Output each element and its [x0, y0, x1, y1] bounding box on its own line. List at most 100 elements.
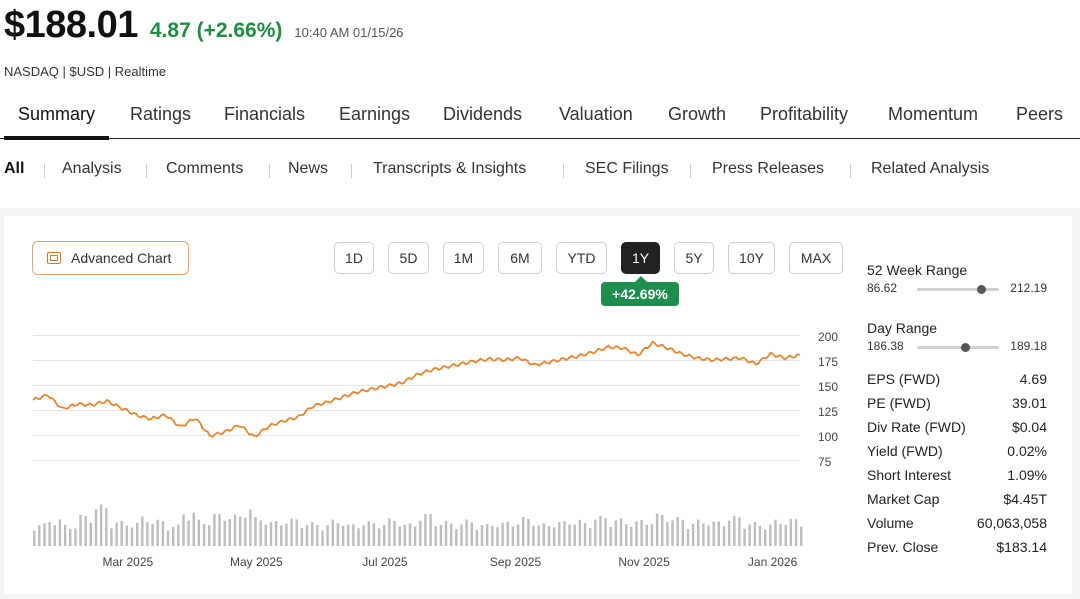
- volume-bar: [501, 522, 504, 546]
- volume-bar: [697, 519, 700, 546]
- stat-label: Volume: [867, 515, 914, 531]
- tab-ratings[interactable]: Ratings: [130, 104, 192, 124]
- volume-bar: [326, 525, 329, 546]
- volume-bar: [177, 524, 180, 546]
- divider: [850, 164, 851, 178]
- week52-range-track: [917, 285, 999, 294]
- volume-bar: [172, 526, 175, 546]
- filter-all[interactable]: All: [4, 160, 25, 177]
- volume-bar: [53, 525, 56, 546]
- range-1d-button[interactable]: 1D: [334, 242, 374, 274]
- volume-bar: [208, 525, 211, 546]
- tab-growth[interactable]: Growth: [668, 104, 727, 124]
- volume-bar: [681, 519, 684, 546]
- volume-bar: [522, 517, 525, 546]
- volume-bar: [383, 524, 386, 546]
- tab-momentum[interactable]: Momentum: [888, 104, 979, 124]
- filter-related-analysis[interactable]: Related Analysis: [871, 160, 990, 177]
- range-10y-button[interactable]: 10Y: [728, 242, 775, 274]
- stat-value: $4.45T: [1003, 491, 1047, 507]
- stat-row-short-interest: Short Interest 1.09%: [867, 467, 1049, 487]
- price-change: 4.87 (+2.66%): [149, 19, 283, 42]
- exchange-info: NASDAQ | $USD | Realtime: [4, 64, 167, 79]
- range-6m-button[interactable]: 6M: [498, 242, 542, 274]
- volume-bar: [496, 527, 499, 546]
- volume-bar: [74, 528, 77, 546]
- tab-dividends[interactable]: Dividends: [443, 104, 523, 124]
- volume-bar: [280, 525, 283, 546]
- tab-summary[interactable]: Summary: [4, 92, 110, 140]
- week52-range-label: 52 Week Range: [867, 262, 968, 278]
- volume-bar: [676, 517, 679, 546]
- volume-bar: [264, 524, 267, 546]
- filter-analysis[interactable]: Analysis: [62, 160, 122, 177]
- price-chart[interactable]: 200 175 150 125 100 75 Mar 2025 May 2025 Jul 202…: [0, 320, 850, 580]
- volume-bar: [233, 514, 237, 546]
- range-ytd-button[interactable]: YTD: [556, 242, 607, 274]
- day-range-track: [917, 343, 999, 352]
- range-1y-button[interactable]: 1Y: [621, 242, 660, 274]
- volume-bar: [542, 523, 545, 546]
- volume-bar: [115, 522, 118, 546]
- volume-bar: [614, 520, 618, 546]
- x-axis-label: May 2025: [230, 555, 283, 569]
- volume-bar: [527, 519, 530, 546]
- y-tick-label: 125: [818, 405, 838, 419]
- volume-bar: [547, 526, 551, 546]
- volume-bar: [558, 522, 561, 546]
- volume-bar: [254, 517, 257, 546]
- divider: [269, 164, 270, 178]
- stat-row-yield-fwd: Yield (FWD) 0.02%: [867, 443, 1049, 463]
- volume-bar: [228, 519, 231, 546]
- filter-transcripts[interactable]: Transcripts & Insights: [373, 160, 527, 177]
- week52-low: 86.62: [867, 281, 898, 295]
- range-max-button[interactable]: MAX: [789, 242, 843, 274]
- stat-label: Yield (FWD): [867, 443, 943, 459]
- volume-bar: [130, 527, 134, 546]
- tab-financials[interactable]: Financials: [224, 104, 306, 124]
- stat-value: $183.14: [996, 539, 1047, 555]
- y-tick-label: 200: [818, 330, 838, 344]
- volume-bar: [712, 521, 715, 546]
- tab-valuation[interactable]: Valuation: [559, 104, 633, 124]
- week52-range-marker: [976, 285, 986, 294]
- volume-bar: [43, 523, 46, 546]
- divider: [44, 164, 45, 178]
- volume-bar: [408, 523, 412, 546]
- volume-bar: [511, 526, 515, 546]
- range-1m-button[interactable]: 1M: [443, 242, 484, 274]
- volume-bar: [223, 520, 226, 546]
- range-5d-button[interactable]: 5D: [388, 242, 429, 274]
- volume-bar: [58, 519, 62, 546]
- volume-bar: [717, 521, 720, 546]
- volume-bar: [398, 526, 401, 546]
- volume-bar: [625, 524, 628, 546]
- volume-bar: [285, 523, 288, 546]
- volume-bar: [480, 525, 484, 546]
- volume-bar: [192, 512, 195, 546]
- period-performance-badge: +42.69%: [601, 276, 679, 306]
- advanced-chart-button[interactable]: Advanced Chart: [32, 241, 189, 275]
- volume-bar: [486, 524, 489, 546]
- x-axis-label: Nov 2025: [618, 555, 670, 569]
- filter-comments[interactable]: Comments: [166, 160, 244, 177]
- volume-bar: [691, 523, 695, 546]
- volume-bar: [110, 528, 113, 546]
- volume-bar: [640, 520, 643, 546]
- filter-news[interactable]: News: [288, 160, 329, 177]
- filter-sec-filings[interactable]: SEC Filings: [585, 160, 669, 177]
- volume-bar: [532, 525, 535, 546]
- filter-press-releases[interactable]: Press Releases: [712, 160, 825, 177]
- volume-bar: [655, 513, 659, 546]
- volume-bar: [352, 524, 355, 546]
- volume-bar: [594, 519, 597, 546]
- volume-bar: [311, 522, 314, 546]
- stat-value: 39.01: [1011, 395, 1047, 411]
- range-5y-button[interactable]: 5Y: [674, 242, 714, 274]
- volume-bar: [707, 525, 710, 546]
- tab-earnings[interactable]: Earnings: [339, 104, 411, 124]
- tab-profitability[interactable]: Profitability: [760, 104, 849, 124]
- tab-peers[interactable]: Peers: [1016, 104, 1064, 124]
- stat-label: EPS (FWD): [867, 371, 941, 387]
- volume-bar: [506, 521, 509, 546]
